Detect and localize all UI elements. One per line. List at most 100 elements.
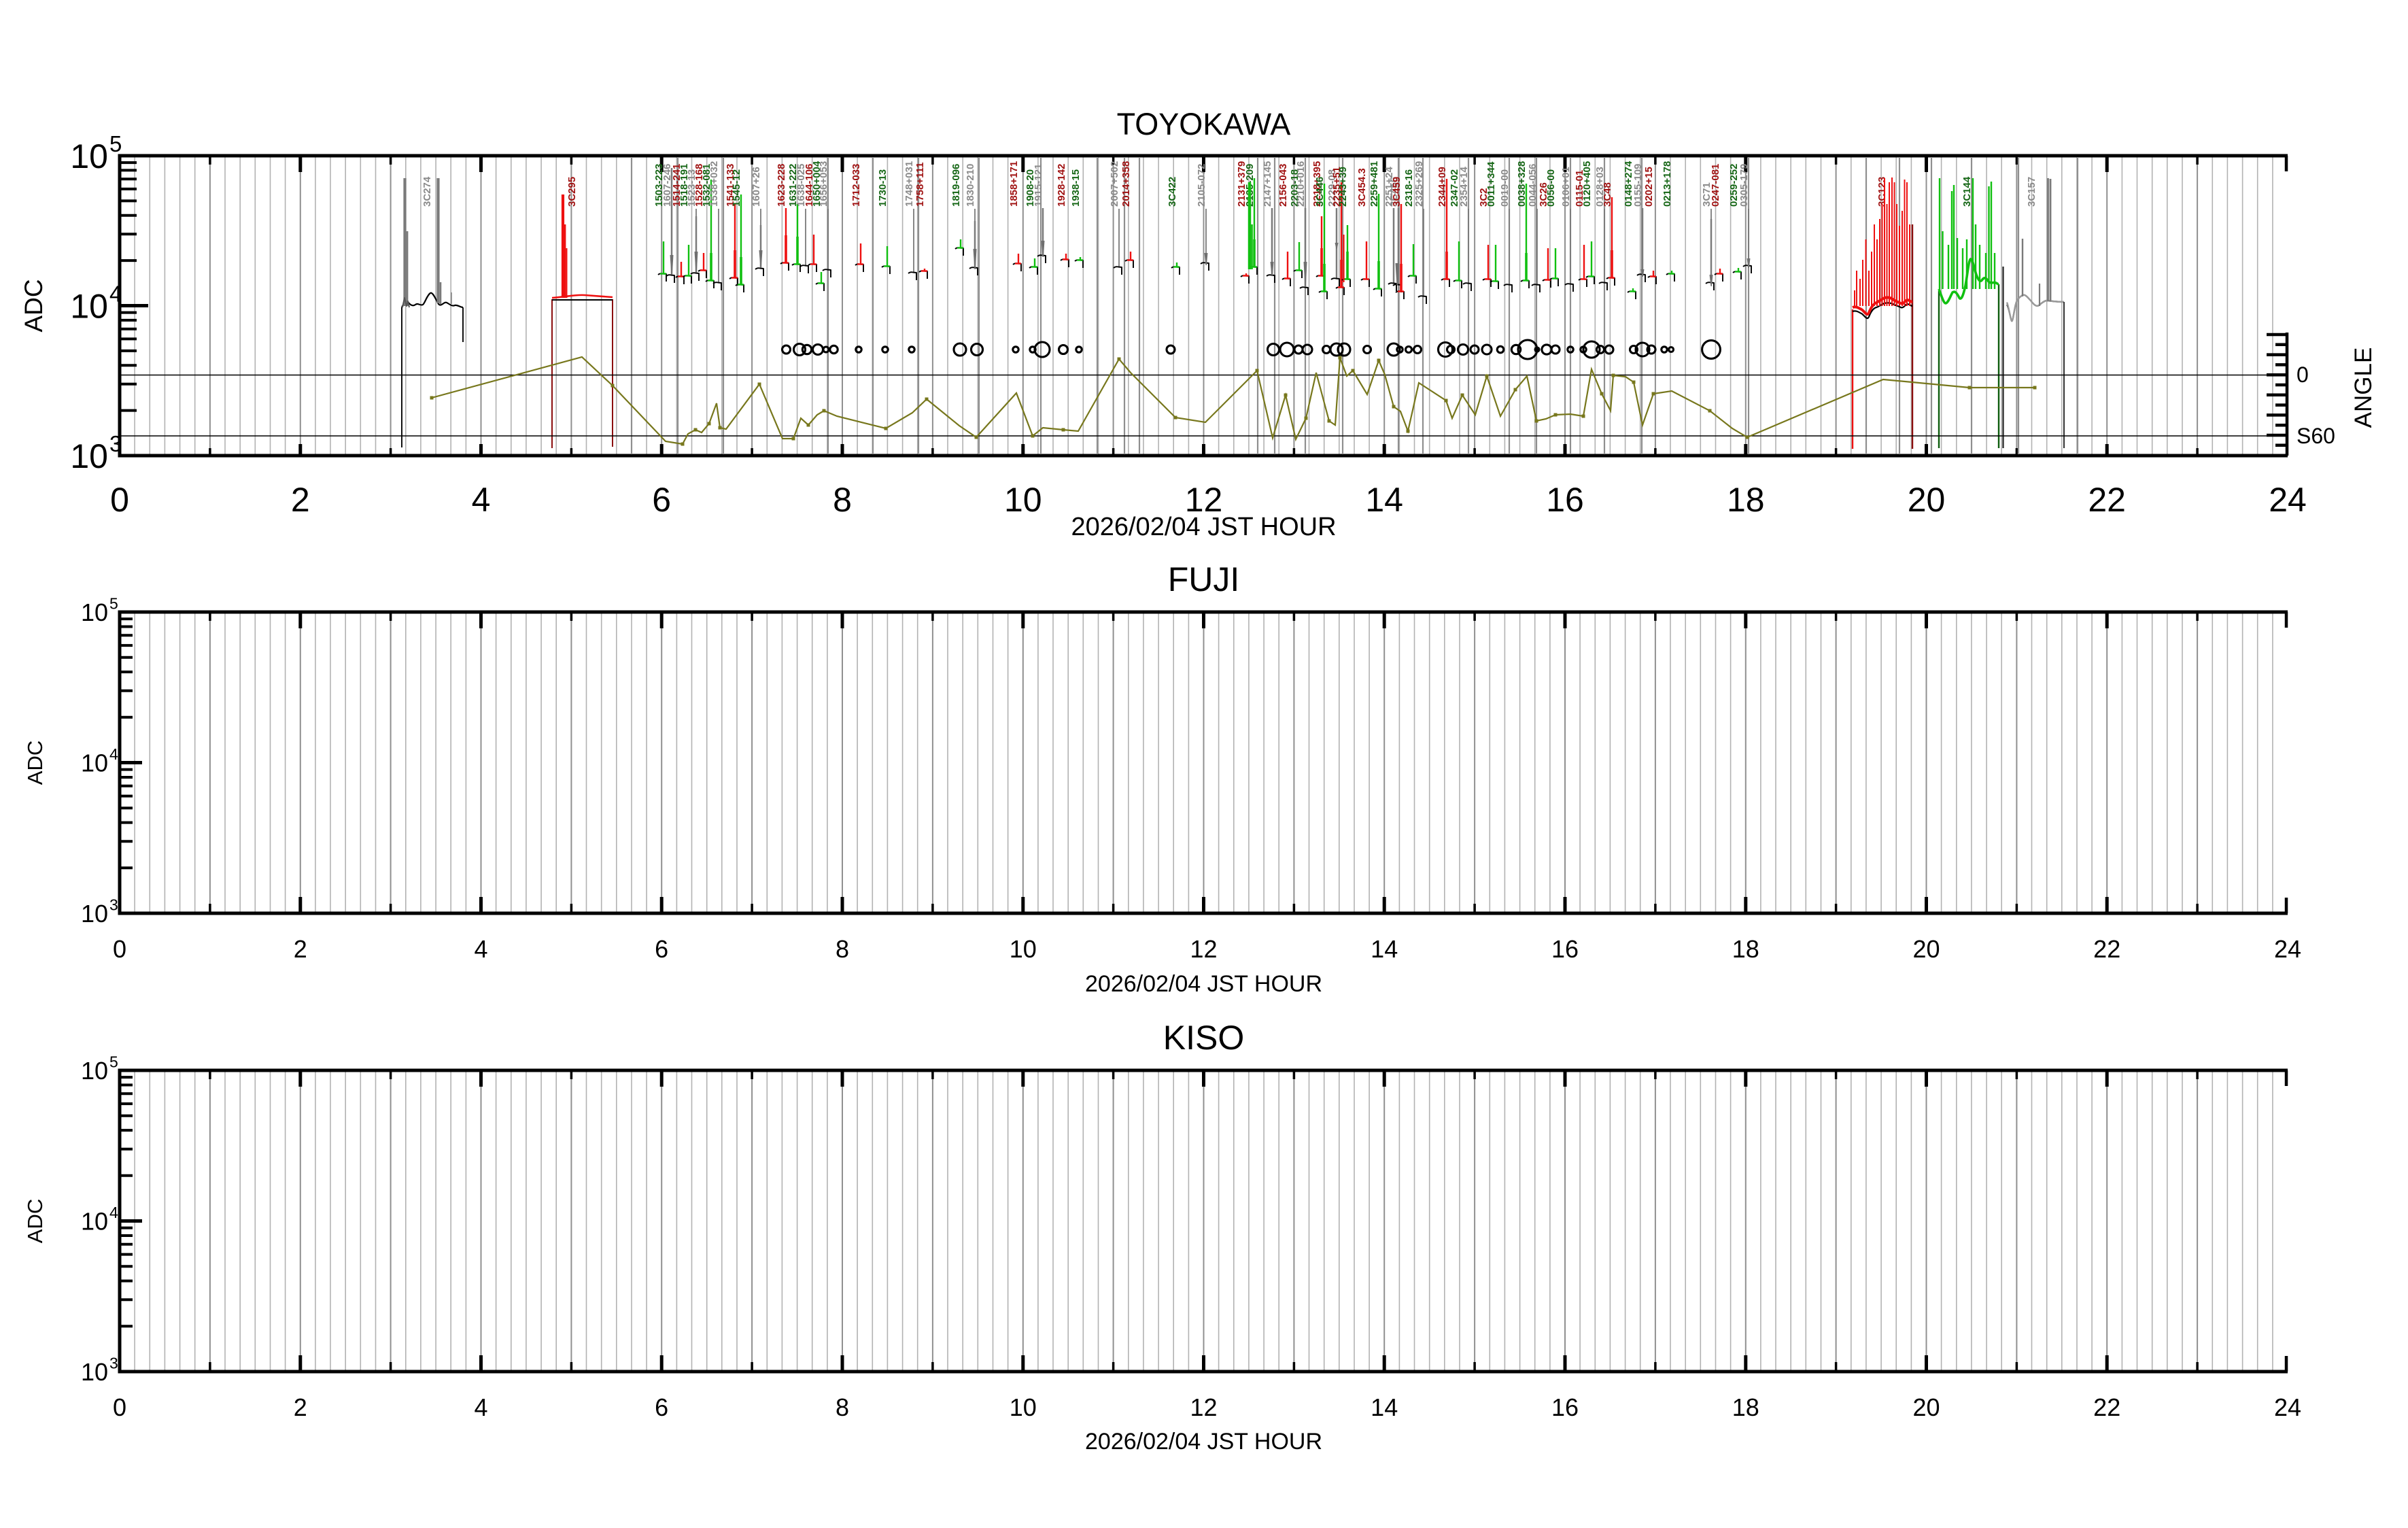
svg-text:3C71: 3C71 bbox=[1701, 182, 1713, 207]
svg-text:2259+481: 2259+481 bbox=[1369, 161, 1380, 207]
svg-text:3C26: 3C26 bbox=[1538, 182, 1549, 207]
svg-text:3C446: 3C446 bbox=[1314, 177, 1326, 207]
svg-text:4: 4 bbox=[474, 1393, 487, 1421]
svg-text:10: 10 bbox=[81, 598, 108, 626]
svg-text:10: 10 bbox=[70, 137, 108, 175]
svg-text:2325+269: 2325+269 bbox=[1413, 161, 1425, 207]
svg-text:0: 0 bbox=[110, 481, 129, 519]
svg-text:10: 10 bbox=[81, 1208, 108, 1236]
svg-text:1928-142: 1928-142 bbox=[1056, 164, 1067, 207]
svg-text:3: 3 bbox=[109, 1355, 118, 1372]
svg-text:2344+09: 2344+09 bbox=[1437, 167, 1448, 207]
svg-text:3C295: 3C295 bbox=[566, 177, 578, 207]
svg-text:0: 0 bbox=[113, 1393, 126, 1421]
svg-text:16: 16 bbox=[1551, 935, 1579, 963]
svg-text:1650+004: 1650+004 bbox=[811, 160, 823, 207]
svg-text:1819-096: 1819-096 bbox=[950, 164, 962, 207]
svg-text:10: 10 bbox=[1010, 1393, 1037, 1421]
svg-text:0: 0 bbox=[113, 935, 126, 963]
svg-text:10: 10 bbox=[70, 288, 108, 326]
svg-text:1623-228: 1623-228 bbox=[776, 164, 787, 207]
svg-text:3: 3 bbox=[109, 431, 122, 456]
svg-text:4: 4 bbox=[109, 1204, 118, 1221]
svg-text:1915-121: 1915-121 bbox=[1033, 164, 1044, 207]
svg-text:ANGLE: ANGLE bbox=[2350, 347, 2377, 428]
svg-text:10: 10 bbox=[1010, 935, 1037, 963]
svg-text:1748+031: 1748+031 bbox=[904, 161, 915, 207]
svg-text:3C48: 3C48 bbox=[1602, 182, 1613, 207]
svg-text:16: 16 bbox=[1546, 481, 1584, 519]
svg-text:TOYOKAWA: TOYOKAWA bbox=[1117, 107, 1291, 141]
svg-text:1638-025: 1638-025 bbox=[795, 164, 807, 207]
svg-text:24: 24 bbox=[2274, 1393, 2301, 1421]
svg-text:4: 4 bbox=[472, 481, 491, 519]
svg-text:2007+502: 2007+502 bbox=[1109, 161, 1120, 207]
svg-text:2229-08: 2229-08 bbox=[1326, 169, 1338, 207]
svg-text:5: 5 bbox=[109, 1053, 118, 1071]
svg-text:0128+03: 0128+03 bbox=[1594, 167, 1606, 207]
svg-text:10: 10 bbox=[70, 437, 108, 475]
svg-text:10: 10 bbox=[81, 900, 108, 928]
svg-text:4: 4 bbox=[474, 935, 487, 963]
svg-text:0247-081: 0247-081 bbox=[1710, 164, 1721, 207]
svg-text:0044-056: 0044-056 bbox=[1527, 164, 1538, 207]
svg-text:8: 8 bbox=[836, 935, 849, 963]
svg-text:3C123: 3C123 bbox=[1876, 177, 1888, 207]
svg-text:2203-18: 2203-18 bbox=[1289, 169, 1301, 207]
svg-text:ADC: ADC bbox=[20, 279, 48, 332]
svg-text:2: 2 bbox=[291, 481, 310, 519]
svg-text:20: 20 bbox=[1912, 935, 1940, 963]
svg-text:2156-043: 2156-043 bbox=[1277, 164, 1289, 207]
svg-text:0213+178: 0213+178 bbox=[1662, 161, 1673, 207]
svg-text:2251+24: 2251+24 bbox=[1383, 167, 1395, 207]
svg-text:2318-16: 2318-16 bbox=[1403, 169, 1415, 207]
svg-text:0148+274: 0148+274 bbox=[1623, 160, 1634, 207]
svg-text:18: 18 bbox=[1732, 935, 1759, 963]
svg-text:22: 22 bbox=[2093, 1393, 2120, 1421]
svg-text:1938-15: 1938-15 bbox=[1070, 169, 1082, 207]
svg-text:2147+145: 2147+145 bbox=[1262, 161, 1273, 207]
svg-text:3C274: 3C274 bbox=[422, 176, 433, 207]
svg-text:10: 10 bbox=[81, 749, 108, 777]
svg-text:24: 24 bbox=[2269, 481, 2307, 519]
svg-text:0259-252: 0259-252 bbox=[1728, 164, 1740, 207]
svg-text:2235+51: 2235+51 bbox=[1331, 167, 1343, 207]
svg-text:10: 10 bbox=[81, 1057, 108, 1085]
svg-text:22: 22 bbox=[2088, 481, 2126, 519]
svg-text:3C459: 3C459 bbox=[1391, 177, 1403, 207]
svg-text:8: 8 bbox=[833, 481, 852, 519]
svg-text:8: 8 bbox=[836, 1393, 849, 1421]
svg-text:1656+053: 1656+053 bbox=[818, 161, 829, 207]
svg-text:18: 18 bbox=[1727, 481, 1765, 519]
svg-text:2026/02/04 JST HOUR: 2026/02/04 JST HOUR bbox=[1085, 971, 1322, 997]
svg-text:1545-12: 1545-12 bbox=[731, 169, 742, 207]
svg-text:1538+032: 1538+032 bbox=[708, 161, 720, 207]
svg-text:3C456: 3C456 bbox=[1388, 177, 1400, 207]
svg-text:24: 24 bbox=[2274, 935, 2301, 963]
svg-text:0202+15: 0202+15 bbox=[1643, 167, 1655, 207]
svg-text:6: 6 bbox=[655, 1393, 668, 1421]
svg-text:3C2: 3C2 bbox=[1478, 188, 1490, 207]
svg-text:16: 16 bbox=[1551, 1393, 1579, 1421]
svg-text:12: 12 bbox=[1185, 481, 1223, 519]
svg-text:1523-13: 1523-13 bbox=[686, 169, 698, 207]
svg-text:4: 4 bbox=[109, 745, 118, 763]
svg-text:2014+358: 2014+358 bbox=[1120, 161, 1132, 207]
svg-text:0120+405: 0120+405 bbox=[1581, 161, 1593, 207]
svg-text:0: 0 bbox=[2297, 362, 2309, 387]
svg-text:2243+39: 2243+39 bbox=[1337, 167, 1349, 207]
svg-text:2210+016: 2210+016 bbox=[1295, 161, 1307, 207]
svg-text:ADC: ADC bbox=[23, 741, 47, 785]
svg-text:2347-02: 2347-02 bbox=[1449, 169, 1460, 207]
svg-text:1503-223: 1503-223 bbox=[653, 164, 665, 207]
svg-text:1514-241: 1514-241 bbox=[671, 164, 683, 207]
svg-text:FUJI: FUJI bbox=[1168, 560, 1240, 598]
svg-text:20: 20 bbox=[1908, 481, 1946, 519]
svg-text:20: 20 bbox=[1912, 1393, 1940, 1421]
svg-text:3: 3 bbox=[109, 896, 118, 914]
svg-text:22: 22 bbox=[2093, 935, 2120, 963]
svg-text:0155-109: 0155-109 bbox=[1632, 164, 1644, 207]
svg-text:0038+328: 0038+328 bbox=[1516, 161, 1528, 207]
svg-text:6: 6 bbox=[655, 935, 668, 963]
svg-text:0115-01: 0115-01 bbox=[1574, 170, 1585, 207]
